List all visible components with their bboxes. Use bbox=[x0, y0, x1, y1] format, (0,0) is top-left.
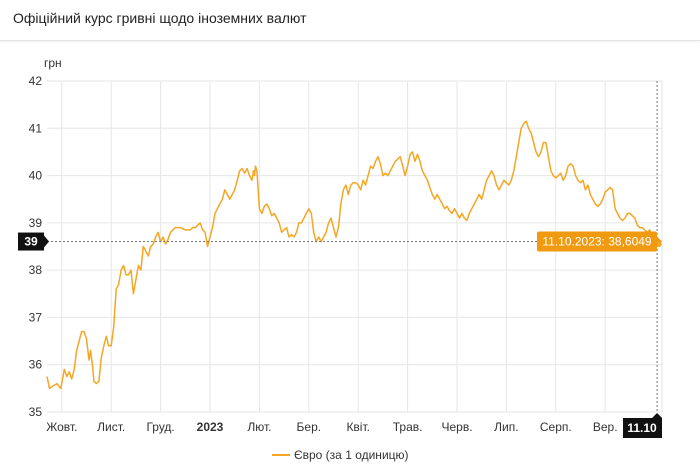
y-tick-label: 36 bbox=[29, 358, 43, 372]
x-tick-label: Черв. bbox=[441, 420, 472, 434]
y-crosshair-badge: 39 bbox=[18, 232, 49, 251]
y-tick-label: 38 bbox=[29, 263, 43, 277]
x-crosshair-badge: 11.10 bbox=[623, 413, 663, 438]
x-tick-label: Лют. bbox=[247, 420, 271, 434]
x-badge-label: 11.10 bbox=[627, 421, 657, 435]
x-tick-label: Груд. bbox=[146, 420, 174, 434]
x-tick-label: Бер. bbox=[297, 420, 322, 434]
legend-label: Євро (за 1 одиницю) bbox=[294, 448, 409, 462]
tooltip: 11.10.2023: 38,6049 bbox=[537, 231, 662, 252]
y-axis-ticks: 35 36 37 38 39 40 41 42 bbox=[29, 74, 43, 419]
y-tick-label: 40 bbox=[29, 169, 43, 183]
x-tick-label: Лип. bbox=[494, 420, 518, 434]
x-tick-label: Лист. bbox=[97, 420, 125, 434]
crosshair-point bbox=[656, 242, 662, 248]
y-tick-label: 39 bbox=[29, 216, 43, 230]
y-tick-label: 35 bbox=[29, 405, 43, 419]
x-tick-label: Серп. bbox=[540, 420, 572, 434]
x-tick-label: Жовт. bbox=[46, 420, 77, 434]
y-axis-label: грн bbox=[44, 56, 62, 70]
x-tick-label: Вер. bbox=[593, 420, 618, 434]
x-axis-ticks: Жовт. Лист. Груд. 2023 Лют. Бер. Квіт. Трав. Чер… bbox=[46, 420, 617, 434]
y-tick-label: 37 bbox=[29, 310, 43, 324]
x-tick-label: Трав. bbox=[393, 420, 423, 434]
y-badge-label: 39 bbox=[24, 235, 38, 249]
page-title: Офіційний курс гривні щодо іноземних вал… bbox=[13, 10, 307, 26]
chart-header: Офіційний курс гривні щодо іноземних вал… bbox=[0, 0, 700, 41]
crosshair: 39 11.10 11.10.2023: 38,6049 bbox=[18, 81, 663, 438]
tooltip-label: 11.10.2023: 38,6049 bbox=[542, 235, 652, 249]
series-line[interactable] bbox=[46, 120, 658, 390]
series-layer bbox=[46, 120, 658, 390]
x-tick-label: 2023 bbox=[197, 420, 224, 434]
y-tick-label: 41 bbox=[29, 121, 43, 135]
legend[interactable]: Євро (за 1 одиницю) bbox=[272, 448, 409, 462]
y-tick-label: 42 bbox=[29, 74, 43, 88]
x-tick-label: Квіт. bbox=[346, 420, 370, 434]
